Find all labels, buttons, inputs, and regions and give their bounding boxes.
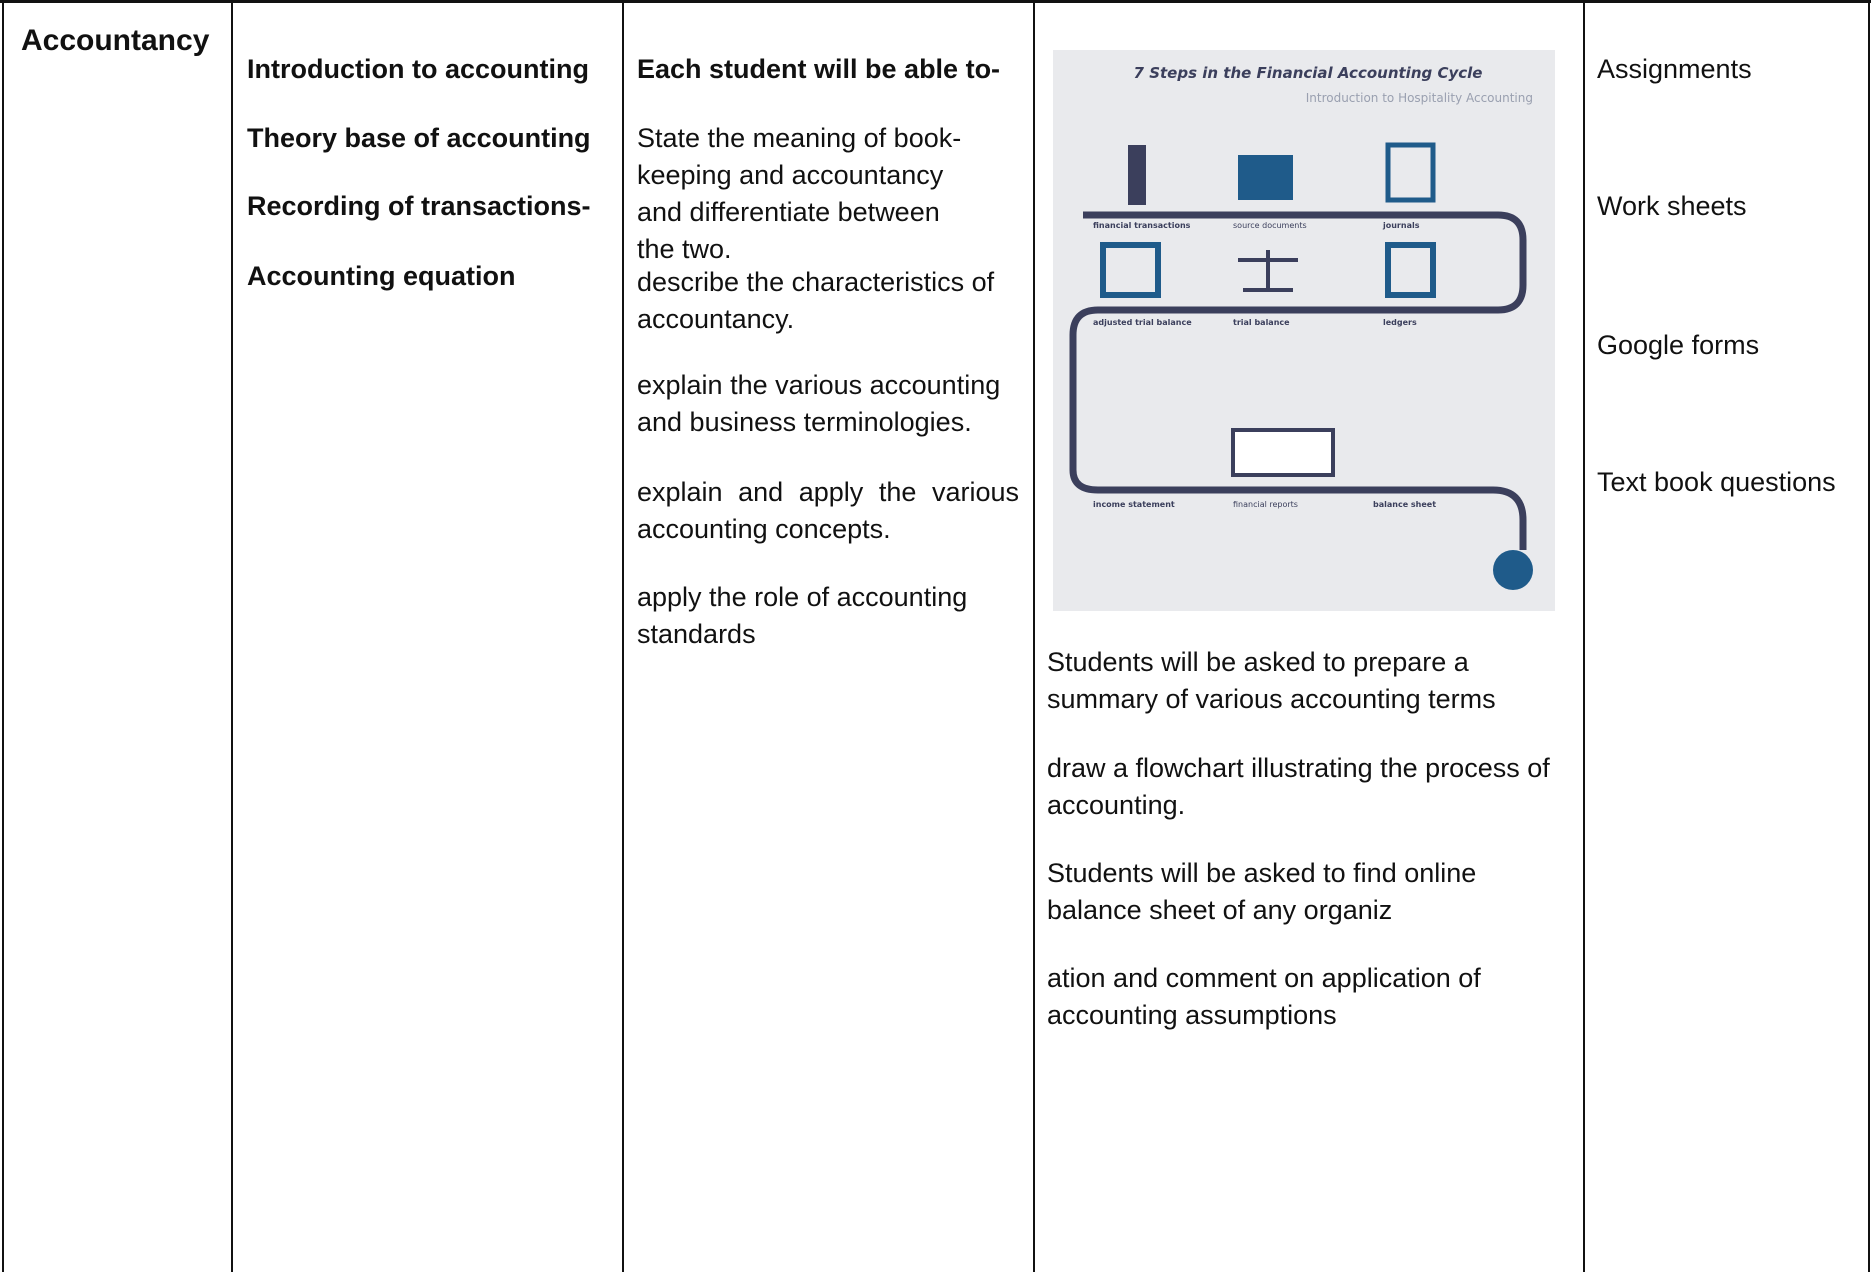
icon <box>1231 428 1335 477</box>
icon <box>1493 550 1533 590</box>
activity: Students will be asked to find online ba… <box>1047 858 1477 925</box>
assessment: Work sheets <box>1597 191 1747 221</box>
outcome: describe the characteristics of accounta… <box>637 267 995 334</box>
outcome: State the meaning of book-keeping and ac… <box>637 123 962 264</box>
column-border <box>622 0 624 1272</box>
icon <box>1128 145 1146 205</box>
icon <box>1238 250 1298 292</box>
outcome: apply the role of accounting standards <box>637 582 968 649</box>
activity: Students will be asked to prepare a summ… <box>1047 647 1496 714</box>
icon <box>1385 242 1436 298</box>
infographic-bg <box>1053 50 1555 611</box>
icon <box>1238 155 1293 200</box>
activity: ation and comment on application of acco… <box>1047 963 1481 1030</box>
cycle-path <box>1069 211 1527 550</box>
step-label: financial reports <box>1233 500 1298 509</box>
step-label: source documents <box>1233 221 1307 230</box>
subject: Accountancy <box>21 24 210 57</box>
outcome: explain the various accounting and busin… <box>637 370 1001 437</box>
step-label: adjusted trial balance <box>1093 318 1192 327</box>
infographic-title: 7 Steps in the Financial Accounting Cycl… <box>1134 64 1483 82</box>
step-label: balance sheet <box>1373 500 1436 509</box>
column-border <box>1583 0 1585 1272</box>
topic: Accounting equation <box>247 261 516 291</box>
table-border <box>0 0 1871 3</box>
column-border <box>1033 0 1035 1272</box>
activity: draw a flowchart illustrating the proces… <box>1047 753 1550 820</box>
icon <box>1385 142 1436 203</box>
topic: Theory base of accounting <box>247 123 591 153</box>
infographic-subtitle: Introduction to Hospitality Accounting <box>1306 91 1533 105</box>
icon <box>1100 242 1161 298</box>
table-border <box>2 0 4 1272</box>
column-border <box>231 0 233 1272</box>
step-label: financial transactions <box>1093 221 1191 230</box>
outcome: explain and apply the various accounting… <box>637 477 1019 544</box>
assessment: Google forms <box>1597 330 1760 360</box>
outcome-heading: Each student will be able to- <box>637 54 1001 84</box>
topic: Recording of transactions- <box>247 191 591 221</box>
step-label: journals <box>1382 221 1420 230</box>
step-label: income statement <box>1093 500 1175 509</box>
topic: Introduction to accounting <box>247 54 589 84</box>
infographic: 7 Steps in the Financial Accounting Cycl… <box>1053 50 1555 611</box>
step-label: ledgers <box>1383 318 1417 327</box>
table-border <box>1868 0 1870 1272</box>
assessment: Assignments <box>1597 54 1752 84</box>
step-label: trial balance <box>1233 318 1290 327</box>
assessment: Text book questions <box>1597 467 1836 497</box>
